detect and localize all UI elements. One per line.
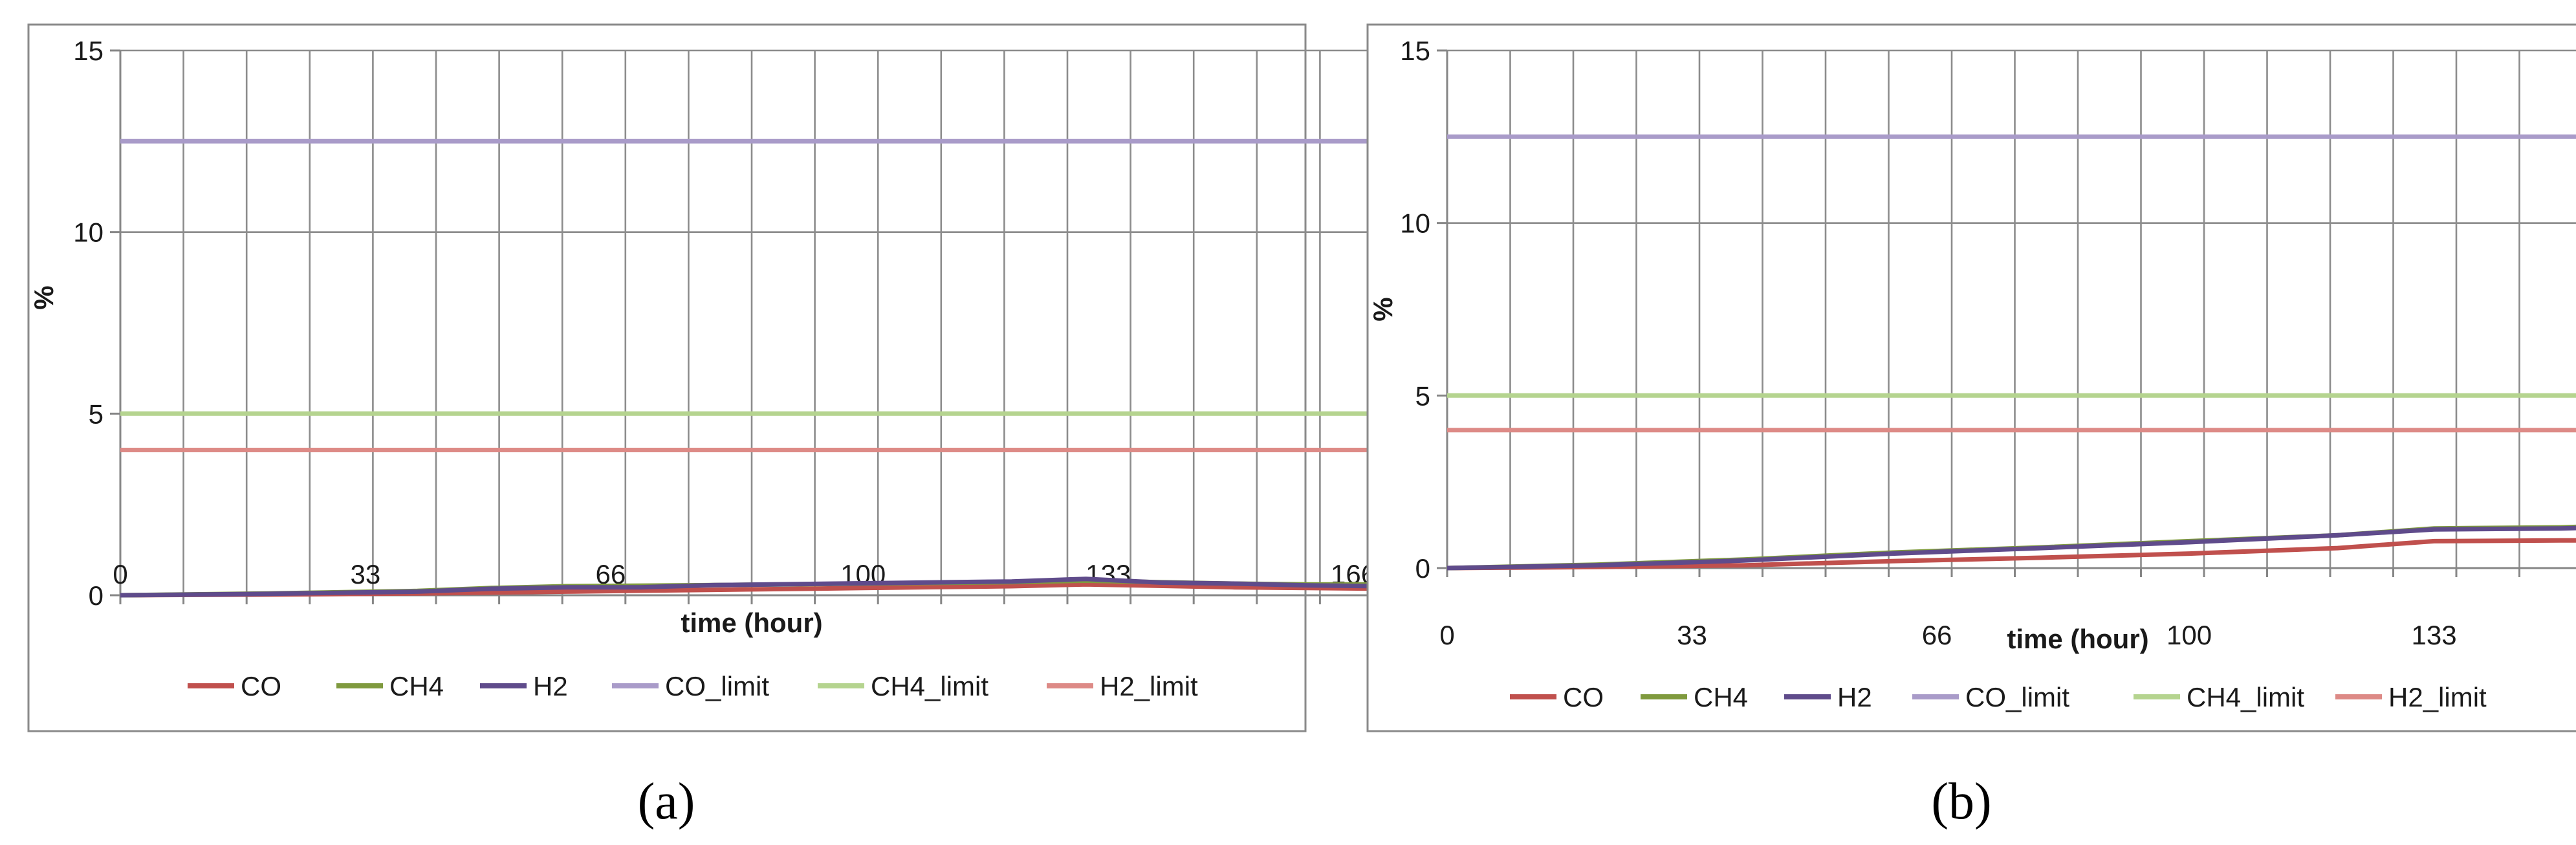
legend-label: CH4 [1694,682,1748,712]
legend: CO CH4 H2 CO_limit CH4_limit H2_limit [1510,682,2487,712]
x-tick-label: 33 [1677,620,1707,650]
legend-label: H2 [1837,682,1872,712]
y-tick-label: 0 [89,580,104,611]
x-axis-title: time (hour) [681,608,822,638]
legend-label: H2_limit [1100,671,1198,701]
y-tick-label: 10 [73,217,104,248]
y-tick-label: 15 [73,36,104,66]
chart-frame [1366,23,2576,732]
x-tick-label: 33 [351,559,381,589]
x-tick-label: 66 [1922,620,1952,650]
y-tick-label: 0 [1415,553,1430,584]
x-tick-label: 100 [2167,620,2212,650]
x-tick-label: 0 [113,559,127,589]
series-line-h2 [120,576,1384,598]
y-tick-label: 15 [1400,36,1430,66]
y-axis-title: % [1368,297,1398,321]
panel-label: (a) [638,773,695,830]
x-tick-label: 0 [1439,620,1454,650]
legend-label: CH4_limit [871,671,988,701]
legend-label: CH4_limit [2187,682,2304,712]
legend: CO CH4 H2 CO_limit CH4_limit H2_limit [188,671,1198,701]
y-axis-title: % [28,285,59,309]
legend-label: CH4 [389,671,444,701]
series-line-co [1446,538,2576,571]
legend-label: H2_limit [2388,682,2487,712]
legend-label: CO [1563,682,1604,712]
y-tick-label: 10 [1400,208,1430,239]
x-axis-title: time (hour) [2007,624,2148,654]
legend-label: CO_limit [665,671,769,701]
chart-frame [27,23,1307,732]
legend-label: CO_limit [1965,682,2069,712]
legend-label: H2 [533,671,568,701]
panel-label: (b) [1931,773,1991,830]
series-line-h2 [1446,525,2576,571]
y-tick-label: 5 [1415,380,1430,411]
x-tick-label: 133 [2412,620,2457,650]
y-tick-label: 5 [89,399,104,429]
legend-label: CO [241,671,281,701]
